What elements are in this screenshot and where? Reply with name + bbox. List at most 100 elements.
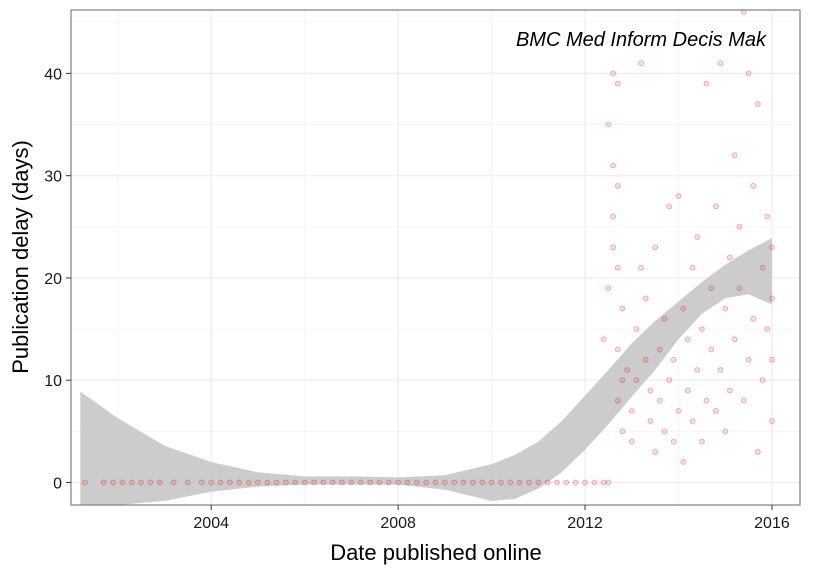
- data-point: [713, 408, 719, 414]
- plot-frame: [70, 9, 801, 506]
- data-point: [451, 479, 458, 486]
- axis-ticks: 2004 2008 2012 2016 0 10 20 30 40: [44, 66, 790, 532]
- data-point: [722, 305, 729, 312]
- data-point: [764, 213, 771, 220]
- x-axis-title: Date published online: [330, 540, 542, 565]
- data-point: [703, 80, 710, 87]
- data-point: [432, 479, 439, 486]
- data-point: [128, 479, 135, 486]
- x-tick-label: 2008: [380, 515, 416, 532]
- data-point: [156, 479, 163, 486]
- data-point: [292, 479, 299, 486]
- plot-border: [70, 9, 801, 506]
- data-point: [628, 408, 635, 414]
- data-point: [727, 387, 733, 394]
- confidence-band-area: [80, 238, 773, 505]
- data-point: [610, 162, 616, 169]
- journal-annotation: BMC Med Inform Decis Mak: [516, 29, 767, 51]
- x-tick-label: 2004: [193, 515, 229, 532]
- data-point: [544, 479, 551, 486]
- data-point: [731, 152, 738, 159]
- data-point: [264, 479, 271, 486]
- data-point: [554, 479, 560, 486]
- y-tick-label: 10: [44, 373, 62, 390]
- data-point: [619, 305, 626, 312]
- data-point: [614, 80, 621, 87]
- data-point: [769, 356, 775, 363]
- data-point: [395, 479, 402, 486]
- data-point: [628, 438, 635, 445]
- data-point: [441, 479, 448, 486]
- data-point: [507, 479, 514, 486]
- data-point: [666, 203, 673, 210]
- data-point: [311, 479, 317, 486]
- data-point: [329, 479, 336, 486]
- data-point: [614, 397, 621, 404]
- data-point: [110, 479, 116, 486]
- data-point: [255, 479, 261, 486]
- data-point: [610, 244, 616, 251]
- y-tick-label: 30: [44, 169, 62, 186]
- data-point: [661, 316, 668, 322]
- data-point: [591, 479, 598, 486]
- y-tick-label: 20: [44, 271, 62, 288]
- data-point: [745, 356, 752, 363]
- data-point: [722, 428, 729, 435]
- data-point: [717, 367, 724, 373]
- data-point: [320, 479, 327, 486]
- data-point: [680, 459, 687, 465]
- data-point: [717, 60, 724, 67]
- data-point: [755, 448, 761, 455]
- data-point: [600, 336, 607, 343]
- data-point: [755, 101, 761, 107]
- data-point: [460, 479, 467, 486]
- confidence-band: [80, 238, 773, 505]
- data-point: [703, 397, 710, 404]
- data-point: [670, 438, 677, 445]
- data-point: [184, 479, 191, 486]
- data-point: [119, 479, 126, 486]
- y-tick-label: 0: [53, 476, 62, 493]
- x-tick-label: 2016: [754, 515, 790, 532]
- data-point: [656, 397, 663, 404]
- data-point: [498, 479, 504, 486]
- data-point: [605, 479, 612, 486]
- data-point: [100, 479, 107, 486]
- data-point: [750, 183, 757, 189]
- data-point: [619, 428, 626, 435]
- data-point: [600, 479, 607, 486]
- data-point: [227, 479, 233, 486]
- data-point: [675, 408, 682, 414]
- data-point: [526, 479, 532, 486]
- data-point: [357, 479, 364, 486]
- data-point: [638, 60, 644, 67]
- data-point: [647, 387, 654, 394]
- data-point: [138, 479, 145, 486]
- data-point: [680, 305, 687, 312]
- data-point: [273, 479, 280, 486]
- data-point: [572, 479, 579, 486]
- data-point: [614, 264, 621, 271]
- data-point: [619, 377, 626, 384]
- data-point: [661, 428, 668, 435]
- data-point: [736, 285, 743, 292]
- data-point: [750, 316, 757, 322]
- data-point: [638, 264, 644, 271]
- data-point: [413, 479, 420, 486]
- y-axis-title: Publication delay (days): [8, 140, 33, 374]
- data-point: [666, 377, 673, 384]
- data-point: [652, 448, 658, 455]
- data-point: [605, 121, 612, 128]
- data-point: [689, 264, 696, 271]
- data-point: [647, 418, 654, 425]
- data-point: [689, 418, 696, 425]
- plot-area: [71, 10, 800, 505]
- data-point: [713, 203, 719, 210]
- data-point: [699, 438, 705, 445]
- data-point: [614, 346, 621, 353]
- data-point: [301, 479, 308, 486]
- data-point: [245, 479, 252, 486]
- data-point: [535, 479, 542, 486]
- data-point: [610, 70, 616, 77]
- data-point: [684, 336, 691, 343]
